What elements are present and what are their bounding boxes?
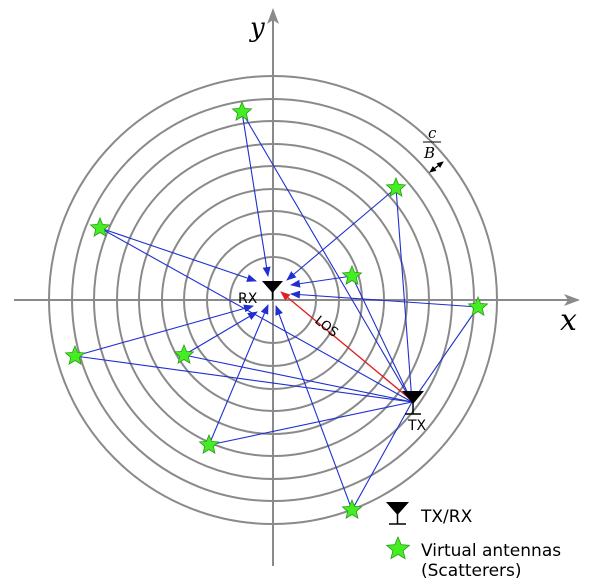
tx-to-scatterer-path (183, 354, 413, 403)
legend: TX/RX Virtual antennas (Scatterers) (385, 502, 561, 581)
ring-spacing-denominator: B (423, 144, 435, 162)
los-path (280, 291, 411, 400)
star-icon (341, 264, 363, 285)
y-axis-label: y (249, 13, 265, 43)
tx-to-scatterer-path (74, 355, 413, 403)
tx-to-scatterer-path (395, 187, 413, 403)
star-icon (231, 100, 253, 121)
legend-star-icon (385, 535, 411, 560)
tx-label: TX (407, 418, 427, 434)
scatterer-to-rx-path (183, 311, 258, 356)
double-arrow-icon (429, 161, 444, 173)
x-axis-label: x (560, 303, 577, 338)
tx-to-scatterer-path (351, 275, 413, 403)
tx-to-scatterer-path (208, 401, 413, 446)
star-icon (198, 433, 220, 454)
tx-to-scatterer-path (411, 306, 479, 403)
multipath-links (74, 111, 479, 511)
scatterer-to-rx-path (290, 290, 479, 308)
scatterer-to-rx-path (74, 304, 254, 357)
legend-scatterer-label-line2: (Scatterers) (421, 561, 522, 581)
star-icon (385, 176, 407, 197)
tx-to-scatterer-path (241, 111, 413, 403)
tx-antenna-icon (402, 391, 424, 415)
tx-to-scatterer-path (351, 401, 413, 511)
scatterer-to-rx-path (208, 304, 269, 446)
star-icon (64, 344, 86, 365)
scatterer-to-rx-path (99, 227, 257, 282)
legend-scatterer-label-line1: Virtual antennas (421, 541, 561, 561)
legend-antenna-label: TX/RX (420, 507, 473, 527)
star-icon (173, 343, 195, 364)
axes (14, 8, 580, 566)
star-icon (341, 498, 363, 519)
scatterer-to-rx-path (286, 187, 397, 281)
tx-to-scatterer-path (99, 227, 413, 403)
scatterers (64, 100, 489, 519)
scatterer-to-rx-path (275, 305, 353, 511)
ring-spacing-numerator: c (428, 124, 437, 142)
rx-antenna-icon (262, 281, 283, 300)
star-icon (89, 216, 111, 237)
scatterer-to-rx-path (290, 275, 353, 288)
star-icon (467, 295, 489, 316)
rx-label: RX (238, 291, 258, 307)
ring-spacing-annotation: c B (423, 124, 444, 173)
scatterer-to-rx-path (241, 111, 271, 277)
legend-antenna-icon (386, 502, 409, 525)
star-icon (385, 535, 411, 560)
